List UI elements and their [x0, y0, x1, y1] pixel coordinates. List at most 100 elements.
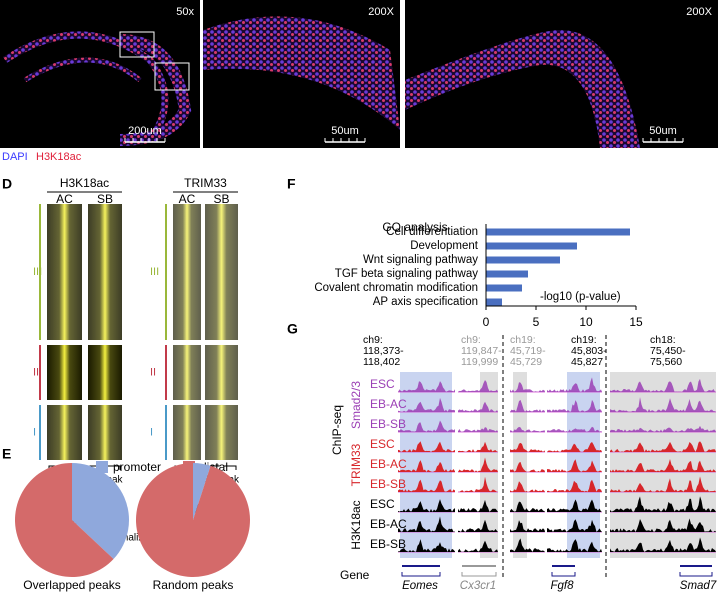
cluster-label: I [33, 426, 36, 438]
signal [547, 377, 602, 392]
locus-label: 118,402 [363, 356, 400, 368]
signal [510, 501, 545, 512]
highlight [400, 372, 452, 558]
signal [458, 457, 498, 472]
panel-label: D [2, 176, 12, 192]
category-label: Wnt signaling pathway [363, 254, 478, 266]
stain-label: H3K18ac [36, 151, 82, 163]
panel-label: B [206, 0, 216, 15]
gene-name: Fgf8 [550, 580, 574, 592]
signal [547, 399, 602, 412]
signal [547, 441, 602, 452]
tissue [405, 30, 640, 148]
signal [510, 442, 545, 452]
bar [486, 256, 560, 264]
signal [458, 519, 498, 532]
row-label: EB-AC [370, 397, 407, 411]
signal [458, 441, 498, 452]
row-label: EB-AC [370, 517, 407, 531]
locus-label: ch9: [363, 334, 383, 346]
row-label: EB-SB [370, 477, 406, 491]
locus-label: 45,827 [571, 356, 603, 368]
signal [547, 426, 602, 432]
bar [486, 298, 502, 306]
signal [547, 459, 602, 472]
gene-name: Cx3cr1 [460, 580, 496, 592]
group-label: H3K18ac [349, 500, 363, 549]
signal [398, 441, 455, 452]
signal [610, 518, 716, 532]
category-label: TGF beta signaling pathway [335, 268, 478, 280]
signal [510, 426, 545, 432]
signal [610, 459, 716, 472]
locus-label: 45,803- [571, 345, 607, 357]
pie-title: Random peaks [153, 578, 234, 592]
gene-bracket [679, 572, 713, 577]
signal [398, 397, 455, 412]
x-tick-label: 0 [483, 315, 490, 329]
signal [398, 539, 455, 552]
signal [458, 499, 498, 512]
row-label: EB-AC [370, 457, 407, 471]
locus-label: 119,847- [461, 345, 502, 357]
pie-slice [193, 463, 211, 520]
cluster-label: III [33, 266, 42, 278]
signal [610, 496, 716, 512]
tissue [3, 31, 169, 143]
signal [398, 516, 455, 532]
x-tick-label: 5 [533, 315, 540, 329]
group-label: TRIM33 [349, 443, 363, 486]
heatmap-block [205, 405, 238, 460]
row-label: EB-SB [370, 417, 406, 431]
signal [510, 520, 545, 532]
signal [458, 380, 498, 392]
stain-label: DAPI [2, 151, 28, 163]
gene-bracket [401, 572, 441, 577]
signal [458, 401, 498, 412]
column-label: AC [56, 192, 73, 206]
signal [510, 382, 545, 392]
locus-label: 118,373- [363, 345, 404, 357]
pie-slice [72, 463, 129, 560]
bar [486, 228, 630, 236]
bar [486, 242, 577, 250]
locus-label: ch19: [510, 334, 536, 346]
category-label: Covalent chromatin modification [314, 282, 478, 294]
heatmap-block [88, 405, 122, 460]
signal [547, 499, 602, 512]
scale-label: 50um [649, 125, 677, 137]
row-label: ESC [370, 497, 395, 511]
heatmap-title: H3K18ac [60, 176, 109, 190]
locus-label: 45,729 [510, 356, 542, 368]
signal [547, 519, 602, 532]
locus-label: 75,450- [650, 345, 686, 357]
panel-label: C [408, 0, 418, 15]
panel-label: F [287, 176, 296, 192]
signal [610, 397, 716, 412]
pie-title: Overlapped peaks [23, 578, 120, 592]
bar [486, 270, 528, 278]
category-label: Development [410, 240, 479, 252]
signal [398, 420, 455, 432]
cluster-label: III [150, 266, 159, 278]
magnification: 200X [686, 6, 712, 18]
scale-label: 50um [331, 125, 359, 137]
locus-label: 119,999 [461, 356, 498, 368]
x-axis-label: -log10 (p-value) [540, 291, 621, 303]
tissue [23, 57, 142, 83]
inset-box [119, 31, 155, 58]
locus-label: 45,719- [510, 345, 546, 357]
signal [458, 540, 498, 552]
gene-label: Gene [340, 568, 370, 582]
pie-slice [136, 463, 251, 577]
row-label: ESC [370, 437, 395, 451]
locus-label: ch9: [461, 334, 481, 346]
gene-name: Eomes [402, 580, 438, 592]
heatmap-block [173, 345, 201, 400]
gene-bracket [461, 572, 497, 577]
heatmap-block [88, 345, 122, 400]
column-label: SB [213, 192, 229, 206]
signal [510, 461, 545, 472]
panel-label: G [287, 321, 298, 337]
heatmap-block [205, 204, 238, 340]
